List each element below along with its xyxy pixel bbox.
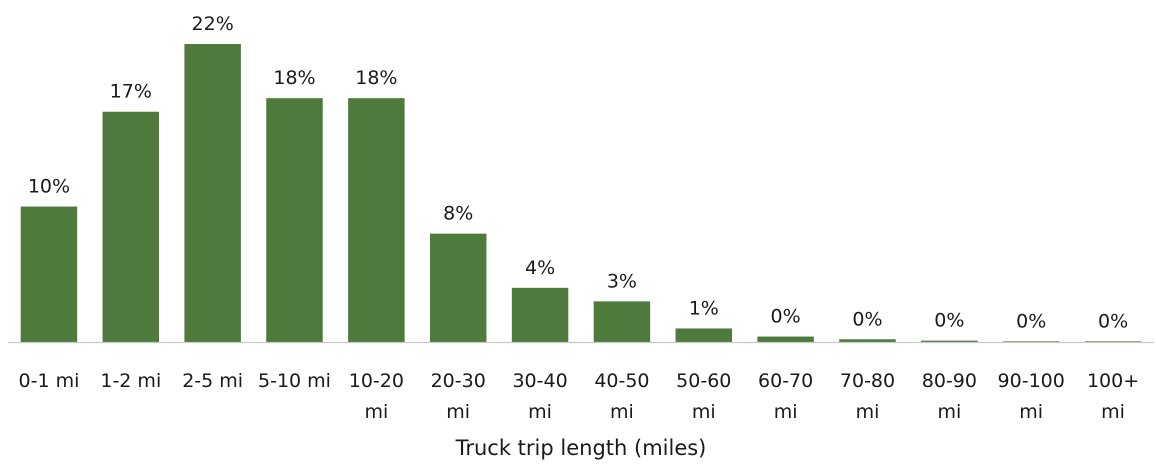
x-tick-label-6: 30-40 mi xyxy=(512,370,567,423)
x-tick-label-line: mi xyxy=(774,401,798,423)
x-tick-label-line: 10-20 xyxy=(349,370,404,392)
data-label-4: 18% xyxy=(355,67,397,89)
bar-6 xyxy=(511,287,569,342)
x-tick-label-line: 90-100 xyxy=(998,370,1065,392)
x-tick-label-line: 40-50 xyxy=(594,370,649,392)
data-label-0: 10% xyxy=(28,176,70,198)
x-axis-title: Truck trip length (miles) xyxy=(455,436,707,460)
x-tick-label-5: 20-30 mi xyxy=(431,370,486,423)
x-tick-label-line: 2-5 mi xyxy=(182,370,243,392)
x-tick-label-line: 1-2 mi xyxy=(100,370,161,392)
bar-11 xyxy=(921,340,978,342)
data-label-1: 17% xyxy=(110,81,152,103)
bar-5 xyxy=(429,233,487,342)
x-tick-label-1: 1-2 mi xyxy=(100,370,161,392)
x-tick-label-line: 50-60 xyxy=(676,370,731,392)
bar-8 xyxy=(675,328,733,342)
x-tick-label-line: mi xyxy=(528,401,552,423)
data-label-8: 1% xyxy=(689,297,719,319)
data-label-2: 22% xyxy=(192,13,234,35)
bar-12 xyxy=(1002,341,1060,342)
x-tick-label-line: mi xyxy=(856,401,880,423)
x-tick-label-line: 20-30 xyxy=(431,370,486,392)
data-label-6: 4% xyxy=(525,257,555,279)
x-tick-label-line: mi xyxy=(364,401,388,423)
x-tick-label-4: 10-20 mi xyxy=(349,370,404,423)
x-tick-label-line: 30-40 xyxy=(512,370,567,392)
x-tick-label-line: mi xyxy=(446,401,470,423)
x-tick-label-line: 80-90 xyxy=(922,370,977,392)
bar-9 xyxy=(757,336,814,342)
data-labels-group: 10% 17% 22% 18% 18% 8% 4% 3% 1% 0% 0% 0% 0% 0% xyxy=(28,13,1128,332)
bar-0 xyxy=(20,206,78,342)
data-label-5: 8% xyxy=(443,203,473,225)
x-tick-label-12: 90-100 mi xyxy=(998,370,1065,423)
x-tick-label-line: mi xyxy=(1019,401,1043,423)
x-tick-label-line: 0-1 mi xyxy=(19,370,80,392)
bar-13 xyxy=(1084,341,1142,342)
bar-1 xyxy=(102,111,160,342)
x-tick-label-line: 60-70 xyxy=(758,370,813,392)
data-label-13: 0% xyxy=(1098,310,1128,332)
data-label-12: 0% xyxy=(1016,310,1046,332)
x-tick-label-11: 80-90 mi xyxy=(922,370,977,423)
data-label-11: 0% xyxy=(934,310,964,332)
x-tick-label-0: 0-1 mi xyxy=(19,370,80,392)
x-tick-label-10: 70-80 mi xyxy=(840,370,895,423)
x-tick-label-line: mi xyxy=(692,401,716,423)
x-tick-label-2: 2-5 mi xyxy=(182,370,243,392)
bar-2 xyxy=(184,44,241,342)
bar-10 xyxy=(839,339,896,342)
x-tick-label-line: mi xyxy=(937,401,961,423)
x-tick-label-3: 5-10 mi xyxy=(258,370,331,392)
data-label-7: 3% xyxy=(607,270,637,292)
x-tick-label-line: mi xyxy=(610,401,634,423)
x-tick-label-line: mi xyxy=(1101,401,1125,423)
bar-3 xyxy=(266,98,323,343)
bar-4 xyxy=(348,98,405,343)
x-tick-label-13: 100+ mi xyxy=(1087,370,1139,423)
x-tick-label-line: 100+ xyxy=(1087,370,1139,392)
x-tick-label-9: 60-70 mi xyxy=(758,370,813,423)
data-label-3: 18% xyxy=(273,67,315,89)
x-tick-label-line: 70-80 xyxy=(840,370,895,392)
x-tick-label-line: 5-10 mi xyxy=(258,370,331,392)
data-label-10: 0% xyxy=(852,308,882,330)
x-tick-label-7: 40-50 mi xyxy=(594,370,649,423)
bars-group xyxy=(20,44,1142,343)
data-label-9: 0% xyxy=(771,306,801,328)
x-tick-label-8: 50-60 mi xyxy=(676,370,731,423)
bar-7 xyxy=(593,301,651,342)
